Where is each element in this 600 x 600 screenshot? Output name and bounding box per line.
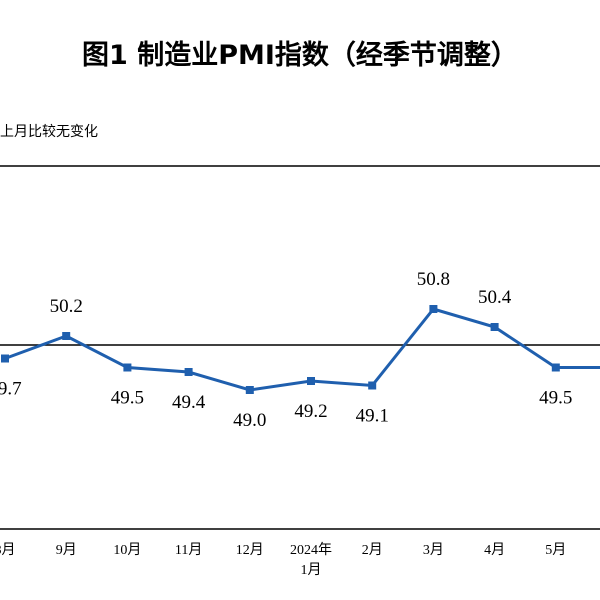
data-label: 49.5 bbox=[111, 388, 144, 409]
annotation: 上月比较无变化 bbox=[0, 124, 98, 140]
x-tick-label: 12月 bbox=[236, 542, 264, 558]
x-tick-label: 2月 bbox=[362, 542, 383, 558]
x-tick-label: 4月 bbox=[484, 542, 505, 558]
marker bbox=[1, 354, 9, 363]
x-tick-label: 5月 bbox=[545, 542, 566, 558]
data-label: 49.1 bbox=[356, 406, 389, 427]
marker bbox=[123, 363, 132, 372]
x-tick-label: 11月 bbox=[175, 542, 202, 558]
data-label: 49.2 bbox=[294, 401, 327, 422]
marker bbox=[551, 363, 560, 372]
marker bbox=[62, 332, 71, 340]
data-label: 50.8 bbox=[417, 269, 450, 290]
x-tick-label: 8月 bbox=[0, 542, 16, 558]
marker bbox=[429, 305, 438, 313]
chart-title: 图1 制造业PMI指数（经季节调整） bbox=[82, 39, 518, 71]
line bbox=[4, 307, 600, 392]
marker bbox=[245, 386, 254, 394]
data-label: 49.0 bbox=[233, 410, 266, 431]
marker bbox=[490, 323, 499, 331]
x-tick-label: 9月 bbox=[56, 542, 77, 558]
x-tick-label: 2024年 bbox=[290, 542, 332, 558]
data-label: 50.4 bbox=[478, 287, 512, 308]
data-label: 49.4 bbox=[172, 392, 206, 413]
x-tick-label: 3月 bbox=[423, 542, 444, 558]
marker bbox=[307, 377, 315, 385]
marker bbox=[184, 368, 193, 376]
x-tick-label: 10月 bbox=[113, 542, 141, 558]
data-label: 50.2 bbox=[50, 296, 83, 317]
x-tick-label: 1月 bbox=[301, 562, 322, 578]
data-label: 49.5 bbox=[539, 388, 572, 409]
marker bbox=[368, 381, 377, 390]
data-label: 49.7 bbox=[0, 379, 22, 400]
